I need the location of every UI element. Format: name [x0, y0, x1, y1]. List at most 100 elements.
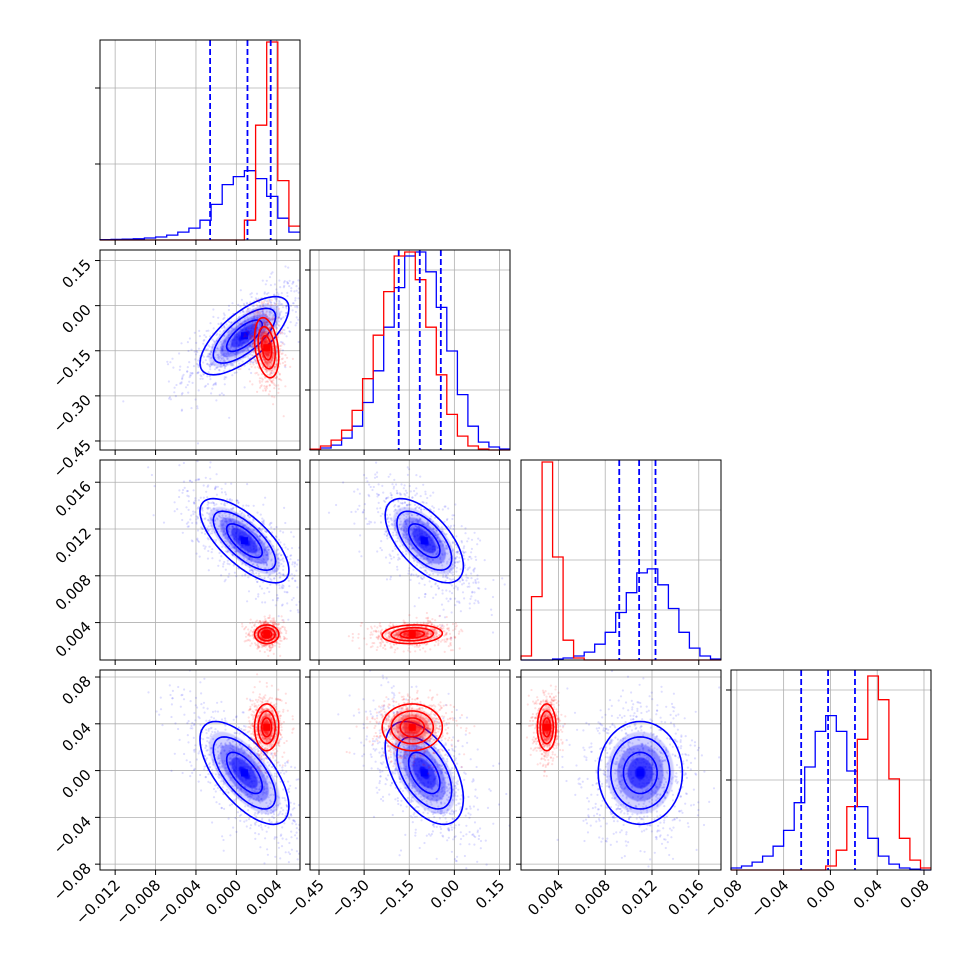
scatter-point — [264, 321, 267, 324]
scatter-point — [226, 562, 229, 565]
scatter-point — [377, 493, 380, 496]
scatter-point — [415, 644, 419, 647]
scatter-point — [247, 633, 250, 636]
scatter-point — [377, 636, 380, 640]
scatter-point — [455, 624, 458, 627]
scatter-point — [295, 305, 299, 308]
scatter-point — [435, 631, 438, 635]
scatter-point — [477, 601, 480, 605]
scatter-point — [307, 582, 309, 584]
scatter-point — [273, 283, 277, 286]
scatter-point — [284, 385, 287, 388]
scatter-point — [472, 569, 475, 572]
scatter-point — [283, 626, 286, 629]
scatter-point — [273, 621, 276, 625]
scatter-point — [450, 637, 453, 640]
scatter-point — [369, 633, 372, 636]
scatter-point — [366, 522, 369, 526]
scatter-point — [320, 617, 322, 619]
scatter-point — [196, 478, 199, 481]
scatter-point — [358, 504, 361, 507]
scatter-point — [401, 502, 404, 505]
peak-marker — [263, 344, 271, 352]
scatter-point — [206, 528, 209, 531]
scatter-point — [265, 530, 268, 534]
scatter-point — [195, 552, 198, 555]
scatter-point — [264, 620, 267, 624]
scatter-point — [469, 597, 472, 601]
scatter-point — [196, 507, 199, 510]
scatter-point — [363, 637, 366, 640]
contour-line — [199, 497, 290, 584]
scatter-point — [408, 567, 411, 570]
scatter-point — [393, 505, 396, 508]
scatter-point — [283, 574, 286, 578]
scatter-point — [284, 305, 287, 308]
scatter-point — [217, 564, 220, 567]
scatter-point — [334, 254, 336, 256]
scatter-point — [441, 624, 444, 627]
scatter-point — [281, 619, 284, 622]
panel-content — [327, 461, 510, 654]
scatter-point — [239, 367, 242, 371]
scatter-point — [415, 643, 418, 647]
scatter-point — [376, 626, 379, 629]
scatter-point — [446, 627, 449, 630]
scatter-point — [274, 574, 277, 578]
scatter-point — [434, 516, 437, 519]
scatter-point — [185, 522, 188, 525]
scatter-point — [196, 537, 199, 540]
scatter-point — [369, 636, 372, 640]
scatter-point — [295, 316, 298, 319]
scatter-point — [220, 327, 224, 330]
scatter-point — [444, 575, 447, 579]
scatter-point — [255, 361, 258, 364]
scatter-point — [390, 493, 393, 497]
scatter-point — [430, 622, 433, 626]
scatter-point — [261, 646, 264, 649]
scatter-point — [392, 531, 395, 534]
scatter-point — [204, 359, 207, 362]
scatter-point — [313, 601, 315, 603]
scatter-point — [279, 627, 282, 630]
scatter-point — [375, 630, 378, 633]
scatter-point — [426, 617, 429, 620]
scatter-point — [194, 497, 197, 500]
scatter-point — [386, 534, 389, 537]
scatter-point — [286, 282, 289, 285]
scatter-point — [261, 644, 264, 647]
scatter-point — [196, 460, 199, 463]
scatter-point — [390, 557, 393, 560]
scatter-point — [246, 639, 249, 642]
scatter-point — [377, 630, 380, 633]
scatter-point — [294, 324, 297, 327]
scatter-point — [179, 382, 182, 385]
scatter-point — [207, 525, 210, 528]
scatter-point — [245, 504, 248, 507]
scatter-point — [211, 532, 214, 535]
scatter-point — [256, 365, 260, 368]
scatter-point — [449, 597, 452, 600]
scatter-point — [285, 311, 288, 315]
scatter-point — [268, 614, 271, 617]
scatter-point — [295, 322, 298, 325]
scatter-point — [292, 280, 295, 283]
scatter-point — [248, 631, 251, 634]
scatter-point — [200, 375, 203, 378]
scatter-point — [256, 353, 259, 356]
scatter-point — [249, 622, 252, 625]
scatter-point — [295, 831, 298, 834]
scatter-point — [285, 637, 288, 640]
scatter-point — [403, 621, 406, 624]
scatter-point — [415, 492, 418, 495]
scatter-point — [205, 329, 208, 333]
scatter-point — [262, 519, 265, 522]
scatter-point — [196, 362, 199, 365]
scatter-point — [260, 322, 263, 325]
scatter-point — [409, 650, 412, 654]
scatter-point — [351, 639, 354, 642]
scatter-point — [285, 307, 288, 310]
scatter-point — [249, 634, 252, 637]
scatter-point — [437, 587, 440, 590]
scatter-point — [297, 340, 300, 344]
